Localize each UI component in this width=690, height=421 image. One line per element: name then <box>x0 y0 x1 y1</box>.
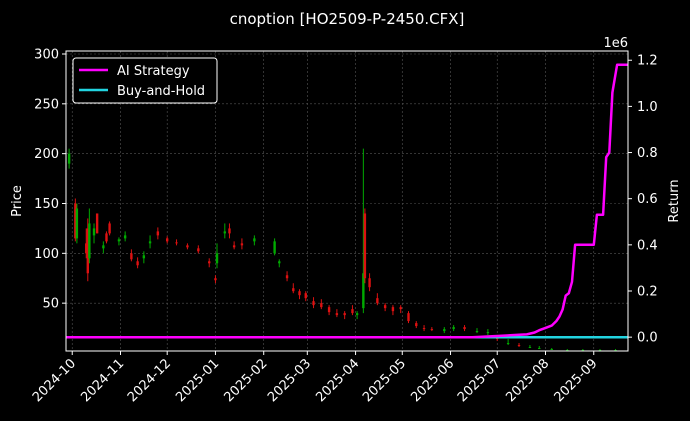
candle-body <box>407 313 410 322</box>
candle-body <box>108 223 111 234</box>
candle-body <box>452 327 455 330</box>
candle-body <box>130 253 133 260</box>
candle-body <box>142 255 146 259</box>
left-tick-label: 100 <box>34 247 59 262</box>
candle-body <box>95 213 99 234</box>
candle-body <box>148 241 152 244</box>
candle-body <box>430 329 434 331</box>
y-axis-label-right: Return <box>667 179 682 222</box>
candle-body <box>75 208 79 239</box>
candle-body <box>273 241 276 254</box>
candle-body <box>86 228 89 274</box>
candle-body <box>415 323 418 327</box>
candle-body <box>298 291 301 296</box>
candle-body <box>486 332 490 334</box>
right-y-axis: 0.0 0.2 0.4 0.6 0.8 1.0 1.2 <box>628 54 658 346</box>
candle-body <box>232 245 236 248</box>
candle-body <box>383 305 387 309</box>
right-tick-label: 0.6 <box>637 192 658 207</box>
y-axis-label-left: Price <box>10 185 25 217</box>
candle-body <box>351 309 354 314</box>
candle-body <box>391 307 395 312</box>
right-tick-label: 0.8 <box>637 146 658 161</box>
candle-body <box>102 245 105 249</box>
right-tick-label: 0.4 <box>637 238 658 253</box>
candle-body <box>376 298 379 304</box>
candle-body <box>253 238 256 242</box>
series-line-ai-strategy <box>66 63 628 339</box>
candle-body <box>240 243 244 246</box>
legend-label-ai-strategy: AI Strategy <box>117 64 190 79</box>
right-tick-label: 1.2 <box>637 54 658 69</box>
candle-body <box>320 303 323 308</box>
candle-body <box>443 329 446 332</box>
candle-body <box>175 242 178 244</box>
candle-body <box>335 313 339 316</box>
candle-body <box>363 213 367 279</box>
candle-body <box>223 231 226 234</box>
candle-body <box>186 245 189 248</box>
candle-body <box>422 328 426 330</box>
candle-body <box>228 228 231 234</box>
candle-body <box>362 273 365 309</box>
right-tick-label: 0.2 <box>637 285 658 300</box>
right-axis-multiplier: 1e6 <box>603 36 628 51</box>
candle-body <box>517 345 521 347</box>
left-tick-label: 250 <box>34 97 59 112</box>
candle-body <box>136 261 139 266</box>
left-tick-label: 300 <box>34 47 59 62</box>
candle-body <box>123 235 127 239</box>
candle-body <box>117 239 121 242</box>
plot-frame <box>65 50 629 352</box>
left-y-axis: 50 100 150 200 250 300 <box>34 47 66 312</box>
candle-body <box>506 343 510 345</box>
candle-body <box>74 203 77 239</box>
candle-body <box>550 349 553 351</box>
candlesticks <box>67 148 617 352</box>
candle-body <box>105 233 108 242</box>
candle-body <box>355 313 359 316</box>
candle-body <box>304 293 307 299</box>
candle-body <box>214 278 217 281</box>
candle-body <box>285 275 289 279</box>
candle-body <box>85 243 88 254</box>
candle-body <box>156 231 160 236</box>
candle-body <box>67 153 71 164</box>
legend: AI Strategy Buy-and-Hold <box>72 57 218 104</box>
candle-body <box>538 348 541 350</box>
candle-body <box>292 288 295 292</box>
candle-body <box>88 223 91 259</box>
left-tick-label: 50 <box>42 297 59 312</box>
candle-body <box>208 261 211 264</box>
right-tick-label: 0.0 <box>637 331 658 346</box>
candle-body <box>475 331 479 333</box>
candle-body <box>92 228 96 236</box>
legend-label-buy-and-hold: Buy-and-Hold <box>117 84 205 99</box>
candle-body <box>343 313 346 316</box>
candle-body <box>528 347 532 349</box>
candle-body <box>327 307 331 313</box>
candle-body <box>165 238 169 242</box>
chart-title: cnoption [HO2509-P-2450.CFX] <box>230 10 465 28</box>
candle-body <box>215 253 219 264</box>
series-lines <box>66 63 628 339</box>
candle-body <box>368 278 371 288</box>
left-tick-label: 200 <box>34 147 59 162</box>
candle-body <box>312 301 315 306</box>
candle-body <box>399 307 402 310</box>
left-tick-label: 150 <box>34 197 59 212</box>
candle-body <box>278 261 281 264</box>
legend-box <box>72 57 218 104</box>
candle-body <box>197 248 200 252</box>
candle-body <box>463 327 466 330</box>
right-tick-label: 1.0 <box>637 100 658 115</box>
